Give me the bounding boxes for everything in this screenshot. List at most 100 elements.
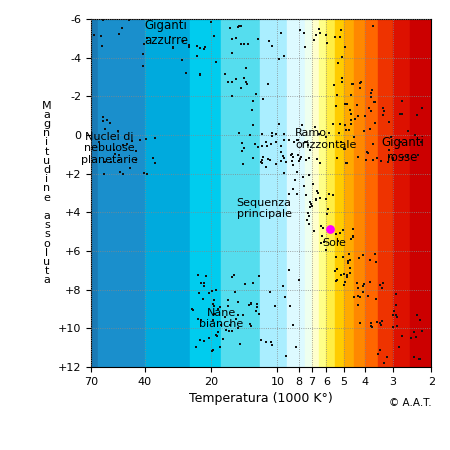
Point xyxy=(368,320,375,327)
Point xyxy=(292,343,299,351)
Point xyxy=(361,112,369,119)
Point xyxy=(259,156,266,163)
Point xyxy=(354,153,361,160)
Point xyxy=(315,130,323,138)
Point xyxy=(252,140,259,148)
Point xyxy=(294,151,302,158)
Point xyxy=(366,125,373,132)
Point xyxy=(279,153,286,160)
Point xyxy=(125,16,132,23)
Point xyxy=(221,314,229,321)
Point xyxy=(228,79,235,86)
Point xyxy=(397,138,405,145)
Point xyxy=(179,56,186,63)
Point xyxy=(349,233,356,240)
Point xyxy=(120,170,127,177)
Point xyxy=(316,30,323,37)
Point xyxy=(346,126,353,134)
Point xyxy=(116,157,123,164)
Point xyxy=(404,127,411,134)
Point xyxy=(339,254,346,261)
Point xyxy=(132,147,140,154)
Point xyxy=(272,138,279,145)
Point xyxy=(228,328,235,335)
Point xyxy=(361,127,368,135)
Point xyxy=(280,130,287,137)
Point xyxy=(196,45,203,52)
Point xyxy=(320,238,327,246)
Point xyxy=(293,137,300,144)
Bar xyxy=(378,19,393,367)
Point xyxy=(309,202,316,209)
Point xyxy=(334,59,341,66)
Point xyxy=(324,40,331,47)
Point xyxy=(180,37,187,45)
Point xyxy=(333,230,340,238)
Point xyxy=(372,296,379,303)
Point xyxy=(335,130,342,137)
Point xyxy=(333,265,340,272)
Point xyxy=(319,232,326,239)
Point xyxy=(247,300,254,307)
Point xyxy=(414,311,421,318)
Point xyxy=(306,171,313,178)
Point xyxy=(370,98,378,105)
Point xyxy=(346,106,353,113)
Point xyxy=(199,296,207,303)
Point xyxy=(243,81,251,88)
Point xyxy=(353,102,360,109)
Point xyxy=(314,155,321,162)
Point xyxy=(240,311,247,318)
Point xyxy=(347,92,355,99)
Point xyxy=(306,147,313,154)
Point xyxy=(237,341,244,348)
Point xyxy=(196,71,203,78)
Point xyxy=(239,148,246,155)
Point xyxy=(282,353,289,360)
Point xyxy=(376,347,383,354)
Point xyxy=(355,112,362,119)
Point xyxy=(369,323,376,330)
Point xyxy=(387,133,395,140)
Point xyxy=(258,160,265,167)
Point xyxy=(211,297,218,304)
Point xyxy=(272,160,279,167)
Point xyxy=(369,87,376,94)
Point xyxy=(350,134,357,141)
Point xyxy=(339,226,346,234)
Point xyxy=(266,288,274,295)
Text: Giganti
azzurre: Giganti azzurre xyxy=(144,18,188,46)
Point xyxy=(249,280,256,287)
Point xyxy=(281,169,288,176)
Point xyxy=(264,143,271,150)
Point xyxy=(331,267,338,274)
Point xyxy=(314,187,321,194)
Point xyxy=(239,140,246,147)
Point xyxy=(205,335,212,342)
Point xyxy=(252,307,260,315)
Point xyxy=(349,80,356,87)
Point xyxy=(228,50,235,57)
Point xyxy=(234,23,241,31)
Point xyxy=(218,321,225,328)
Point xyxy=(379,104,386,112)
Point xyxy=(336,229,343,236)
Point xyxy=(275,55,283,63)
Point xyxy=(285,136,292,143)
Point xyxy=(346,270,354,277)
Point xyxy=(349,80,356,87)
Point xyxy=(378,284,386,292)
Point xyxy=(209,316,216,324)
Text: © A.A.T.: © A.A.T. xyxy=(389,398,432,408)
Point xyxy=(211,32,218,40)
Point xyxy=(106,119,113,126)
Point xyxy=(296,155,303,162)
Text: Sole: Sole xyxy=(322,238,346,248)
Point xyxy=(142,136,149,143)
Point xyxy=(295,277,302,284)
Point xyxy=(210,346,217,353)
Point xyxy=(317,194,324,202)
Point xyxy=(248,322,255,329)
Bar xyxy=(344,19,354,367)
Point xyxy=(298,122,306,129)
